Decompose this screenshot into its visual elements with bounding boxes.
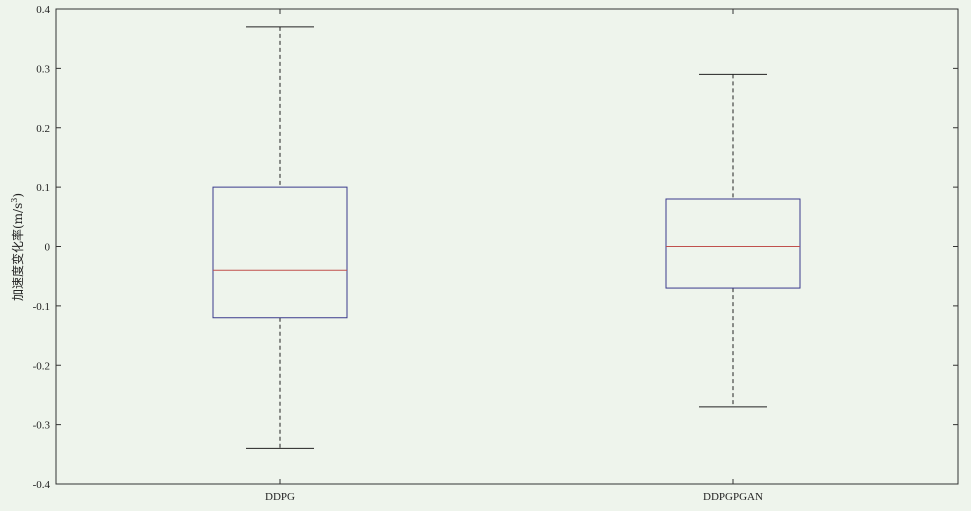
iqr-box — [212, 186, 348, 319]
y-tick-label: -0.1 — [33, 301, 50, 313]
plot-axes — [55, 8, 959, 485]
box-plot-series — [212, 26, 801, 449]
iqr-box — [665, 198, 801, 289]
plot-frame — [55, 8, 959, 485]
y-tick-label: 0.2 — [36, 123, 50, 135]
y-tick-label: 0.4 — [36, 4, 50, 16]
y-tick-label: 0.3 — [36, 63, 50, 75]
y-tick-label: -0.4 — [33, 479, 51, 491]
x-tick-label: DDPGPGAN — [703, 491, 763, 503]
x-tick-label: DDPG — [265, 491, 295, 503]
y-axis-label: 加速度变化率(m/s3) — [10, 193, 25, 301]
box-ddpgpgan — [665, 73, 801, 408]
box-ddpg — [212, 26, 348, 449]
y-tick-label: -0.2 — [33, 360, 50, 372]
tick-labels: -0.4 -0.3 -0.2 -0.1 0 0.1 0.2 0.3 0.4 DDPG DDPGPGA… — [33, 4, 763, 503]
y-tick-label: -0.3 — [33, 420, 51, 432]
y-tick-label: 0.1 — [36, 182, 50, 194]
y-tick-label: 0 — [45, 242, 51, 254]
